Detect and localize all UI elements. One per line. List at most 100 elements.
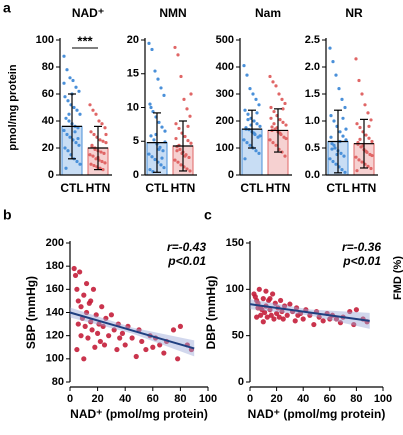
data-point [338,130,342,134]
data-point [103,315,109,321]
data-point [189,141,193,145]
data-point [257,103,261,107]
data-point [343,170,347,174]
data-point [271,316,277,322]
data-point [178,147,182,151]
data-point [341,134,345,138]
data-point [177,126,181,131]
data-point [333,316,340,322]
data-point [255,305,261,311]
data-point [363,103,367,107]
data-point [65,132,69,137]
data-point [104,141,108,145]
data-point [366,164,370,168]
data-point [78,112,82,116]
data-point [270,291,276,297]
data-point [97,119,101,123]
data-point [150,155,154,159]
data-point [176,160,180,164]
data-point [71,265,77,272]
data-point [175,149,179,153]
data-point [81,292,87,298]
x-tick-label: 40 [297,393,309,405]
data-point [343,105,347,110]
data-point [72,105,76,110]
y-tick-label: 0 [48,169,54,181]
data-point [147,152,151,156]
data-point [75,108,79,112]
data-point [103,126,107,130]
x-tick-label: 60 [147,393,159,405]
data-point [353,307,359,313]
data-point [143,346,149,353]
x-tick-label: 100 [374,393,392,405]
x-tick-label: 100 [199,393,217,405]
data-point [75,321,81,327]
data-point [159,86,163,90]
data-point [101,168,105,172]
data-point [358,125,362,130]
data-point [182,97,186,101]
data-point [187,155,191,160]
y-tick-label: 2.5 [305,34,320,46]
data-point [62,128,66,133]
x-tick-label: CTL [145,181,168,195]
x-tick-label: CTL [326,181,349,195]
data-point [329,114,333,118]
data-point [150,47,154,52]
x-tick-label: CTL [60,181,83,195]
significance-label: *** [77,33,93,48]
data-point [63,146,67,150]
data-point [153,157,157,162]
y-tick-label: 50 [232,330,244,342]
data-point [85,335,91,341]
data-point [173,158,177,162]
data-point [161,149,165,153]
data-point [337,87,341,91]
data-point [111,327,117,333]
data-point [283,101,287,106]
data-point [264,314,270,320]
data-point [260,319,266,325]
data-point [67,119,71,123]
data-point [263,288,269,294]
data-point [367,124,371,128]
data-point [255,122,259,126]
data-point [258,134,262,138]
data-point [77,89,81,93]
data-point [254,314,260,320]
data-point [75,159,79,164]
data-point [277,297,284,304]
data-point [293,305,300,311]
data-point [68,135,72,139]
data-point [248,87,252,91]
data-point [327,316,333,322]
data-point [333,146,337,150]
data-point [370,153,374,158]
data-point [269,116,273,120]
data-point [242,64,246,68]
y-tick-label: 100 [46,353,64,365]
data-point [332,119,336,123]
data-point [100,122,104,126]
data-point [104,132,108,137]
data-point [329,135,333,139]
data-point [334,73,338,77]
y-tick-label: 0.5 [305,142,320,154]
data-point [63,95,67,99]
data-point [81,356,87,362]
data-point [186,138,190,143]
data-point [99,304,105,310]
data-point [337,320,344,326]
data-point [243,157,247,161]
data-point [83,309,90,316]
data-point [258,124,262,128]
data-point [284,136,288,141]
data-point [64,166,68,170]
data-point [88,153,92,157]
data-point [156,77,160,81]
data-point [369,166,373,171]
y-tick-label: 200 [46,237,64,249]
chart-title: NMN [159,6,186,20]
y-axis-label: DBP (mmHg) [204,276,218,350]
